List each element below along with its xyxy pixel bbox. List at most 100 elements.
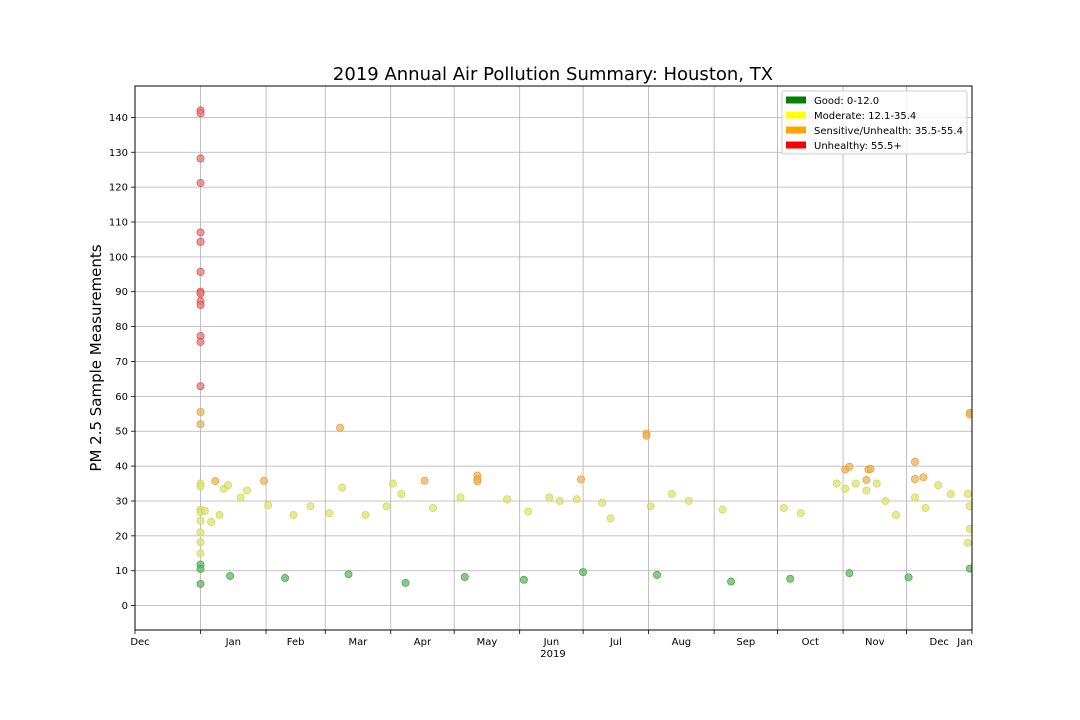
data-point — [325, 509, 334, 518]
legend-label: Sensitive/Unhealth: 35.5-55.4 — [814, 126, 963, 137]
data-point — [910, 493, 919, 502]
x-tick-label: Mar — [349, 637, 369, 648]
data-point — [786, 574, 795, 583]
data-point — [344, 570, 353, 579]
legend-swatch — [786, 96, 806, 104]
data-point — [667, 489, 676, 498]
data-point — [361, 510, 370, 519]
x-tick-label: Jun — [543, 637, 560, 648]
data-point — [963, 538, 972, 547]
y-tick-label: 100 — [109, 252, 128, 263]
data-point — [963, 489, 972, 498]
data-point — [841, 484, 850, 493]
legend-swatch — [786, 111, 806, 119]
legend-label: Unhealthy: 55.5+ — [814, 141, 902, 152]
data-point — [965, 564, 972, 573]
data-point — [196, 420, 205, 429]
data-point — [281, 574, 290, 583]
x-tick-label: Jan — [225, 637, 241, 648]
y-tick-label: 20 — [115, 531, 128, 542]
plot-area — [196, 106, 972, 588]
y-tick-label: 140 — [109, 113, 128, 124]
y-tick-label: 10 — [115, 566, 128, 577]
data-point — [429, 503, 438, 512]
data-point — [718, 505, 727, 514]
data-point — [259, 476, 268, 485]
data-point — [845, 569, 854, 578]
data-point — [862, 486, 871, 495]
data-point — [388, 479, 397, 488]
y-tick-label: 120 — [109, 183, 128, 194]
data-point — [397, 489, 406, 498]
legend-swatch — [786, 126, 806, 134]
data-point — [196, 528, 205, 537]
data-point — [473, 477, 482, 486]
y-axis: 0 10 20 30 40 50 60 70 80 90 100 110 120 130 140 — [109, 113, 135, 612]
data-point — [545, 493, 554, 502]
data-point — [196, 228, 205, 237]
x-tick-label: Dec — [930, 637, 949, 648]
data-point — [338, 483, 347, 492]
data-point — [196, 178, 205, 187]
data-point — [904, 573, 913, 582]
data-point — [965, 524, 972, 533]
data-point — [862, 476, 871, 485]
x-tick-label: Dec — [130, 637, 149, 648]
data-point — [642, 431, 651, 440]
y-tick-label: 60 — [115, 392, 128, 403]
legend: Good: 0-12.0 Moderate: 12.1-35.4 Sensitive… — [781, 90, 968, 155]
data-point — [382, 502, 391, 511]
series-3 — [196, 106, 205, 391]
x-tick-label: Jul — [609, 637, 622, 648]
data-point — [264, 501, 273, 510]
y-tick-label: 40 — [115, 462, 128, 473]
legend-label: Good: 0-12.0 — [814, 96, 879, 107]
legend-box — [781, 90, 968, 155]
data-point — [196, 516, 205, 525]
x-tick-label: Sep — [736, 637, 755, 648]
y-axis-label: PM 2.5 Sample Measurements — [87, 244, 105, 471]
data-point — [576, 475, 585, 484]
data-point — [910, 457, 919, 466]
data-point — [881, 496, 890, 505]
data-point — [965, 502, 972, 511]
data-point — [845, 462, 854, 471]
data-point — [211, 477, 220, 486]
data-point — [196, 408, 205, 417]
data-point — [934, 481, 943, 490]
data-point — [243, 486, 252, 495]
data-point — [796, 509, 805, 518]
data-point — [598, 498, 607, 507]
data-point — [196, 154, 205, 163]
y-tick-label: 80 — [115, 322, 128, 333]
x-tick-label: Feb — [287, 637, 305, 648]
data-point — [196, 482, 205, 491]
series-2 — [196, 408, 972, 486]
data-point — [236, 493, 245, 502]
data-point — [891, 510, 900, 519]
data-point — [502, 495, 511, 504]
x-tick-label: Apr — [414, 637, 432, 648]
data-point — [851, 479, 860, 488]
data-point — [646, 502, 655, 511]
data-point — [555, 496, 564, 505]
data-point — [196, 564, 205, 573]
data-point — [965, 410, 972, 419]
data-point — [196, 300, 205, 309]
series-1 — [196, 479, 972, 558]
data-point — [200, 506, 209, 515]
chart-title: 2019 Annual Air Pollution Summary: Houst… — [333, 64, 773, 85]
data-point — [684, 496, 693, 505]
data-point — [866, 464, 875, 473]
y-tick-label: 90 — [115, 287, 128, 298]
x-tick-label: Oct — [802, 637, 819, 648]
data-point — [196, 267, 205, 276]
data-point — [919, 473, 928, 482]
data-point — [196, 337, 205, 346]
data-point — [215, 510, 224, 519]
data-point — [456, 493, 465, 502]
data-point — [921, 503, 930, 512]
data-point — [226, 571, 235, 580]
data-points — [196, 106, 972, 588]
